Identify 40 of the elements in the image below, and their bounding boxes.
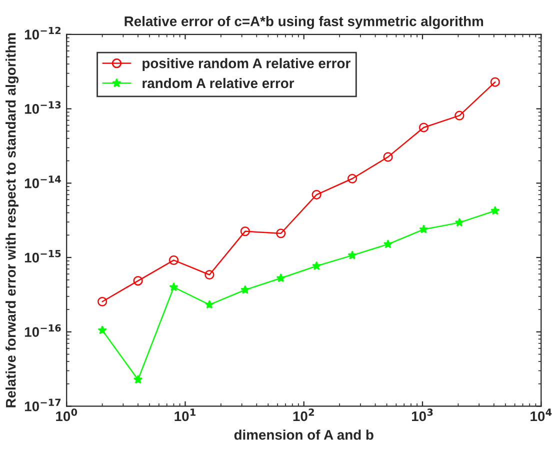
point — [133, 276, 143, 286]
legend-label: positive random A relative error — [142, 58, 350, 72]
x-tick-label: 10$^{1}$ — [174, 408, 196, 422]
point — [204, 270, 214, 280]
point — [312, 261, 322, 270]
y-tick-label: 10$^{−15}$ — [24, 250, 61, 263]
point — [348, 250, 357, 260]
point — [240, 285, 250, 294]
point — [168, 255, 179, 265]
x-tick-label: 10$^{0}$ — [56, 408, 78, 422]
point — [348, 174, 358, 184]
y-tick-label: 10$^{−14}$ — [24, 176, 61, 188]
point — [276, 273, 286, 282]
point — [98, 296, 108, 306]
y-tick-label: 10$^{−12}$ — [24, 26, 61, 40]
point — [383, 239, 393, 248]
point — [419, 224, 428, 234]
point — [276, 228, 286, 238]
point — [98, 325, 107, 334]
point — [490, 77, 500, 87]
point — [133, 374, 143, 384]
y-tick-label: 10$^{−16}$ — [24, 324, 61, 337]
x-tick-label: 10$^{2}$ — [293, 408, 314, 422]
point — [490, 206, 500, 215]
point — [418, 122, 429, 132]
point — [169, 282, 178, 292]
point — [240, 226, 250, 236]
point — [204, 300, 214, 309]
y-tick-label: 10$^{−17}$ — [24, 398, 61, 412]
point — [312, 190, 322, 200]
x-tick-label: 10$^{4}$ — [530, 408, 552, 422]
point — [383, 152, 393, 162]
point — [454, 218, 464, 227]
legend-label: random A relative error — [142, 78, 294, 88]
y-tick-label: 10$^{−13}$ — [24, 101, 61, 114]
point — [454, 110, 464, 120]
x-axis-title: dimension of A and b — [234, 430, 374, 440]
x-tick-label: 10$^{3}$ — [412, 408, 433, 422]
y-axis-title: Relative forward error with respect to standard algorithm — [6, 33, 19, 408]
chart-title: Relative error of c=A*b using fast symmetric algorithm — [124, 16, 484, 30]
